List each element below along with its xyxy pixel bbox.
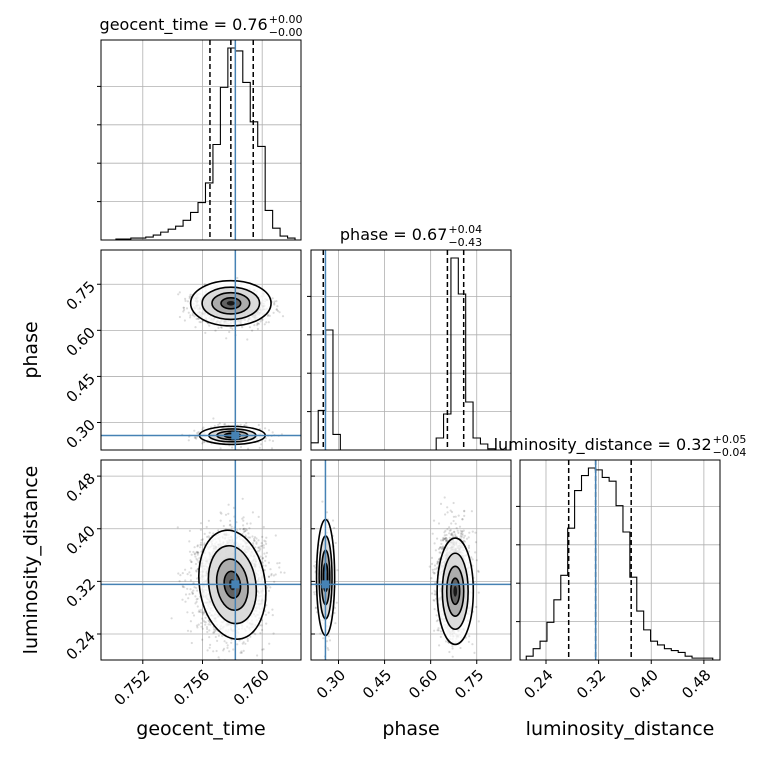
x-tick-label: 0.760 — [230, 666, 273, 709]
y-tick-label: 0.40 — [63, 522, 99, 558]
x-tick-label: 0.48 — [678, 666, 714, 702]
scatter-panel-luminosity_distance-vs-geocent_time — [101, 460, 301, 660]
truth-marker — [321, 580, 330, 589]
x-tick-label: 0.752 — [110, 666, 153, 709]
scatter-panel-luminosity_distance-vs-phase — [311, 460, 511, 660]
density-contours — [436, 537, 475, 646]
grid-2-1 — [311, 460, 511, 660]
y-tick-label: 0.48 — [63, 469, 99, 505]
panel-frame-1-0 — [100, 249, 302, 451]
grid-1-1 — [311, 250, 511, 450]
panel-frame-2-1 — [310, 459, 512, 661]
x-tick-label: 0.32 — [573, 666, 609, 702]
x-tick-label: 0.60 — [405, 666, 441, 702]
histogram-phase — [311, 250, 510, 450]
x-axis-label-phase: phase — [382, 718, 439, 740]
panel-frame-2-2 — [519, 459, 721, 661]
title-minus: −0.43 — [448, 236, 482, 249]
truth-marker — [231, 431, 240, 440]
scatter-panel-phase-vs-geocent_time — [101, 250, 301, 450]
grid-1-0 — [101, 250, 301, 450]
title-main: phase = 0.67 — [340, 225, 447, 244]
histogram-step — [115, 47, 296, 240]
grid-0-0 — [101, 40, 301, 240]
x-tick-label: 0.45 — [359, 666, 395, 702]
y-tick-label: 0.75 — [63, 278, 99, 314]
grid-2-2 — [520, 460, 720, 660]
histogram-luminosity_distance — [525, 460, 720, 660]
x-axis-label-luminosity_distance: luminosity_distance — [526, 718, 715, 740]
title-luminosity_distance: luminosity_distance = 0.32 +0.05−0.04 — [494, 433, 747, 459]
x-tick-label: 0.40 — [626, 666, 662, 702]
panel-frame-2-0 — [100, 459, 302, 661]
x-tick-label: 0.75 — [451, 666, 487, 702]
title-plus: +0.00 — [269, 13, 303, 26]
title-phase: phase = 0.67 +0.04−0.43 — [340, 223, 482, 249]
y-tick-label: 0.45 — [63, 370, 99, 406]
density-contours — [189, 279, 272, 327]
histogram-step — [525, 467, 720, 660]
x-tick-label: 0.24 — [520, 666, 556, 702]
panel-frame-0-0 — [100, 39, 302, 241]
y-tick-label: 0.32 — [63, 575, 99, 611]
title-geocent_time: geocent_time = 0.76 +0.00−0.00 — [100, 13, 303, 39]
title-main: luminosity_distance = 0.32 — [494, 435, 712, 455]
density-contours — [198, 529, 267, 640]
title-plus: +0.05 — [713, 433, 747, 446]
title-minus: −0.04 — [713, 446, 747, 459]
contour-level — [226, 300, 235, 306]
contour-level — [453, 585, 458, 597]
histogram-geocent_time — [115, 40, 296, 240]
x-tick-label: 0.756 — [170, 666, 213, 709]
title-plus: +0.04 — [448, 223, 482, 236]
panel-frame-1-1 — [310, 249, 512, 451]
x-tick-label: 0.30 — [313, 666, 349, 702]
title-main: geocent_time = 0.76 — [100, 15, 268, 35]
y-axis-label-phase: phase — [20, 321, 42, 378]
y-tick-label: 0.24 — [63, 627, 99, 663]
truth-marker — [231, 580, 240, 589]
y-tick-label: 0.60 — [63, 324, 99, 360]
x-axis-label-geocent_time: geocent_time — [136, 718, 265, 740]
y-axis-label-luminosity_distance: luminosity_distance — [20, 466, 42, 655]
title-minus: −0.00 — [269, 26, 303, 39]
histogram-step — [311, 257, 510, 450]
y-tick-label: 0.30 — [63, 416, 99, 452]
